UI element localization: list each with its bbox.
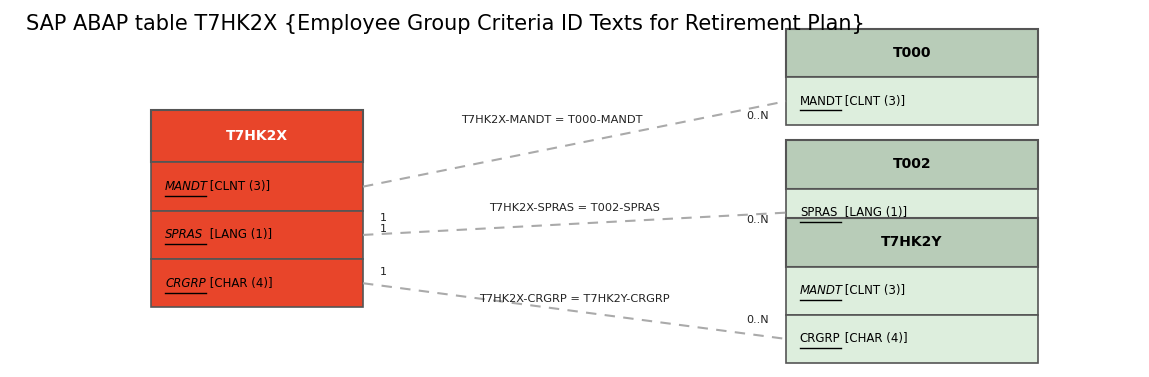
Text: T7HK2X-CRGRP = T7HK2Y-CRGRP: T7HK2X-CRGRP = T7HK2Y-CRGRP	[479, 294, 670, 303]
Text: [CLNT (3)]: [CLNT (3)]	[841, 95, 905, 108]
Text: [LANG (1)]: [LANG (1)]	[841, 206, 907, 219]
FancyBboxPatch shape	[786, 188, 1038, 237]
Text: 1: 1	[380, 224, 387, 234]
FancyBboxPatch shape	[786, 267, 1038, 315]
Text: SAP ABAP table T7HK2X {Employee Group Criteria ID Texts for Retirement Plan}: SAP ABAP table T7HK2X {Employee Group Cr…	[25, 14, 864, 34]
Text: T002: T002	[893, 157, 931, 172]
FancyBboxPatch shape	[152, 259, 363, 307]
Text: 0..N: 0..N	[746, 111, 769, 121]
Text: 1: 1	[380, 267, 387, 277]
Text: 0..N: 0..N	[746, 215, 769, 225]
Text: MANDT: MANDT	[800, 284, 842, 297]
Text: T000: T000	[893, 46, 931, 60]
Text: [CHAR (4)]: [CHAR (4)]	[841, 333, 908, 345]
Text: 0..N: 0..N	[746, 316, 769, 325]
FancyBboxPatch shape	[152, 162, 363, 211]
Text: 1: 1	[380, 213, 387, 223]
FancyBboxPatch shape	[786, 77, 1038, 126]
FancyBboxPatch shape	[786, 315, 1038, 363]
Text: CRGRP: CRGRP	[800, 333, 840, 345]
Text: CRGRP: CRGRP	[165, 277, 206, 290]
FancyBboxPatch shape	[152, 110, 363, 162]
Text: [LANG (1)]: [LANG (1)]	[207, 228, 272, 241]
Text: T7HK2X-MANDT = T000-MANDT: T7HK2X-MANDT = T000-MANDT	[461, 115, 642, 126]
FancyBboxPatch shape	[152, 211, 363, 259]
Text: MANDT: MANDT	[800, 95, 843, 108]
Text: MANDT: MANDT	[165, 180, 208, 193]
Text: SPRAS: SPRAS	[800, 206, 838, 219]
Text: [CLNT (3)]: [CLNT (3)]	[207, 180, 270, 193]
Text: [CLNT (3)]: [CLNT (3)]	[841, 284, 905, 297]
Text: [CHAR (4)]: [CHAR (4)]	[207, 277, 273, 290]
Text: T7HK2Y: T7HK2Y	[881, 235, 942, 249]
FancyBboxPatch shape	[786, 218, 1038, 267]
FancyBboxPatch shape	[786, 29, 1038, 77]
Text: T7HK2X: T7HK2X	[226, 129, 288, 144]
Text: T7HK2X-SPRAS = T002-SPRAS: T7HK2X-SPRAS = T002-SPRAS	[489, 203, 660, 213]
FancyBboxPatch shape	[786, 140, 1038, 188]
Text: SPRAS: SPRAS	[165, 228, 203, 241]
